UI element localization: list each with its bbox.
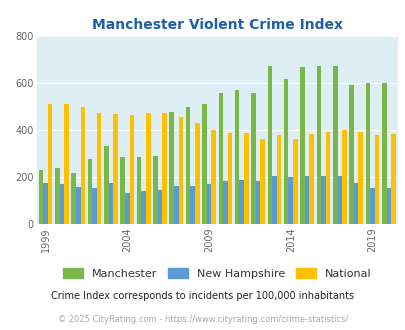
Bar [369,188,374,224]
Bar [365,83,369,224]
Bar [267,66,271,224]
Bar [194,123,199,224]
Bar [109,183,113,224]
Bar [358,132,362,224]
Bar [157,190,162,224]
Bar [153,156,157,224]
Bar [76,187,80,224]
Bar [120,157,125,224]
Bar [381,83,386,224]
Bar [38,170,43,224]
Bar [292,139,297,224]
Bar [141,191,145,224]
Bar [222,181,227,224]
Bar [48,105,52,224]
Bar [136,157,141,224]
Bar [87,159,92,224]
Bar [113,114,117,224]
Bar [309,134,313,224]
Bar [169,112,174,224]
Bar [92,188,97,224]
Bar [288,178,292,224]
Bar [276,135,281,224]
Bar [80,107,85,224]
Bar [337,176,341,224]
Bar [125,193,129,224]
Bar [227,133,232,224]
Bar [64,105,68,224]
Text: Crime Index corresponds to incidents per 100,000 inhabitants: Crime Index corresponds to incidents per… [51,291,354,301]
Bar [243,133,248,224]
Bar [325,132,330,224]
Bar [386,188,390,224]
Bar [206,184,211,224]
Bar [190,185,194,224]
Bar [300,67,304,224]
Bar [251,93,255,224]
Title: Manchester Violent Crime Index: Manchester Violent Crime Index [92,18,342,32]
Bar [239,180,243,224]
Legend: Manchester, New Hampshire, National: Manchester, New Hampshire, National [58,264,375,283]
Bar [271,176,276,224]
Text: © 2025 CityRating.com - https://www.cityrating.com/crime-statistics/: © 2025 CityRating.com - https://www.city… [58,315,347,324]
Bar [218,93,222,224]
Bar [60,184,64,224]
Bar [55,168,60,224]
Bar [104,146,109,224]
Bar [129,115,134,224]
Bar [174,185,178,224]
Bar [185,107,190,224]
Bar [178,117,183,224]
Bar [202,105,206,224]
Bar [255,181,260,224]
Bar [283,79,288,224]
Bar [390,134,395,224]
Bar [234,90,239,224]
Bar [348,84,353,224]
Bar [162,113,166,224]
Bar [353,183,358,224]
Bar [97,113,101,224]
Bar [211,130,215,224]
Bar [341,130,346,224]
Bar [332,66,337,224]
Bar [260,139,264,224]
Bar [304,176,309,224]
Bar [374,135,378,224]
Bar [320,176,325,224]
Bar [316,66,320,224]
Bar [71,173,76,224]
Bar [43,183,48,224]
Bar [145,113,150,224]
